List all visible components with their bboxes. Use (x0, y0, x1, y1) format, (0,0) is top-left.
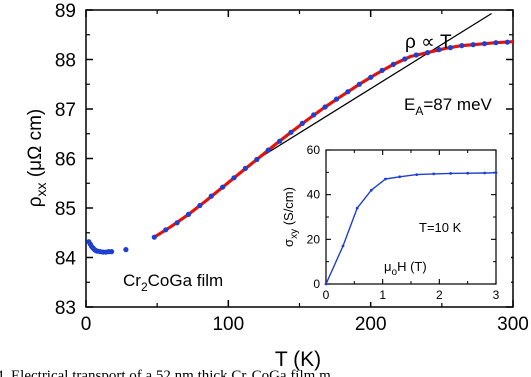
resistivity-data-point (333, 96, 340, 102)
resistivity-data-point (242, 165, 248, 171)
y-label-sub: xx (33, 182, 49, 196)
hall-conductivity-point (483, 171, 487, 175)
inset-y-tick-label: 60 (307, 143, 321, 157)
hall-conductivity-point (432, 172, 436, 176)
resistivity-data-point (231, 175, 237, 181)
inset-tick-labels: 0 1 2 3 0 20 40 60 (307, 143, 500, 302)
resistivity-data-point (356, 81, 362, 87)
inset-y-tick-label: 40 (307, 188, 321, 202)
hall-conductivity-point (466, 171, 470, 175)
hall-conductivity-line (325, 172, 497, 285)
resistivity-data-point (185, 211, 192, 217)
resistivity-data-point (413, 52, 419, 58)
resistivity-data-point (254, 156, 260, 163)
y-label-units: (μΩ cm) (25, 109, 46, 183)
main-y-axis-label: ρxx (μΩ cm) (25, 109, 49, 208)
hall-conductivity-point (494, 171, 498, 175)
resistivity-data-point (481, 41, 488, 47)
inset-y-axis-label: σxy (S/cm) (281, 187, 300, 247)
y-label-rho: ρ (25, 196, 46, 207)
resistivity-data-point (447, 45, 453, 51)
linear-reference-line (256, 12, 492, 161)
resistivity-data-point (174, 220, 180, 226)
inset-background (315, 148, 511, 302)
resistivity-data-point (288, 129, 294, 135)
main-x-tick-label: 100 (212, 314, 244, 335)
fit-curve-line (153, 40, 514, 239)
main-x-tick-label: 300 (497, 314, 529, 335)
resistivity-data-point (311, 112, 317, 118)
resistivity-data-point (390, 61, 396, 67)
inset-x-tick-label: 1 (379, 288, 386, 302)
main-y-tick-label: 84 (55, 249, 77, 270)
inset-temperature-label: T=10 K (419, 220, 462, 235)
inset-x-axis-label: μoH (T) (384, 259, 427, 278)
resistivity-data-point (265, 147, 271, 153)
inset-y-tick-label: 0 (313, 277, 320, 291)
hall-conductivity-point (384, 177, 387, 181)
resistivity-data-point (322, 104, 328, 110)
resistivity-data-point (163, 227, 169, 233)
inset-series (324, 171, 498, 286)
hall-conductivity-point (341, 244, 345, 248)
hall-conductivity-point (449, 172, 453, 175)
resistivity-data-point (459, 43, 465, 49)
resistivity-data-point (379, 67, 385, 73)
resistivity-data-point (470, 42, 476, 48)
rho-propto-t-label: ρ ∝ T (405, 32, 452, 53)
main-y-tick-label: 87 (55, 100, 76, 121)
main-y-tick-label: 88 (55, 51, 76, 72)
hall-conductivity-point (324, 282, 328, 286)
hall-conductivity-point (355, 206, 359, 210)
inset-x-tick-label: 0 (323, 288, 330, 302)
hall-conductivity-point (398, 175, 402, 179)
resistivity-data-point (220, 184, 226, 190)
main-y-tick-label: 89 (55, 1, 76, 22)
resistivity-data-point (151, 234, 157, 240)
resistivity-data-point (208, 193, 214, 199)
main-y-tick-label: 85 (55, 199, 76, 220)
resistivity-data-point (123, 247, 129, 253)
resistivity-data-point (368, 74, 374, 80)
main-series (86, 12, 514, 255)
resistivity-data-point (345, 89, 351, 95)
figure-caption: 4. Electrical transport of a 52 nm thick… (0, 368, 331, 377)
inset-y-tick-label: 20 (307, 232, 321, 246)
hall-conductivity-point (415, 173, 419, 177)
main-y-tick-label: 86 (55, 150, 76, 171)
resistivity-data-point (425, 50, 431, 56)
resistivity-data-point (109, 249, 115, 255)
resistivity-data-point (277, 138, 283, 144)
resistivity-data-point (402, 56, 408, 62)
resistivity-data-point (197, 202, 203, 209)
inset-x-tick-label: 3 (493, 288, 500, 302)
resistivity-data-point (436, 47, 442, 53)
resistivity-data-point (504, 39, 510, 45)
main-x-tick-label: 200 (355, 314, 387, 335)
inset-x-tick-label: 2 (436, 288, 443, 302)
resistivity-data-point (493, 40, 499, 46)
hall-conductivity-point (369, 188, 373, 192)
sample-label: Cr2CoGa film (123, 271, 223, 294)
main-x-tick-label: 0 (81, 314, 92, 335)
activation-energy-label: EA=87 meV (404, 95, 493, 118)
resistivity-data-point (299, 120, 305, 126)
main-y-tick-label: 83 (55, 298, 76, 319)
main-x-axis-label: T (K) (275, 348, 321, 371)
